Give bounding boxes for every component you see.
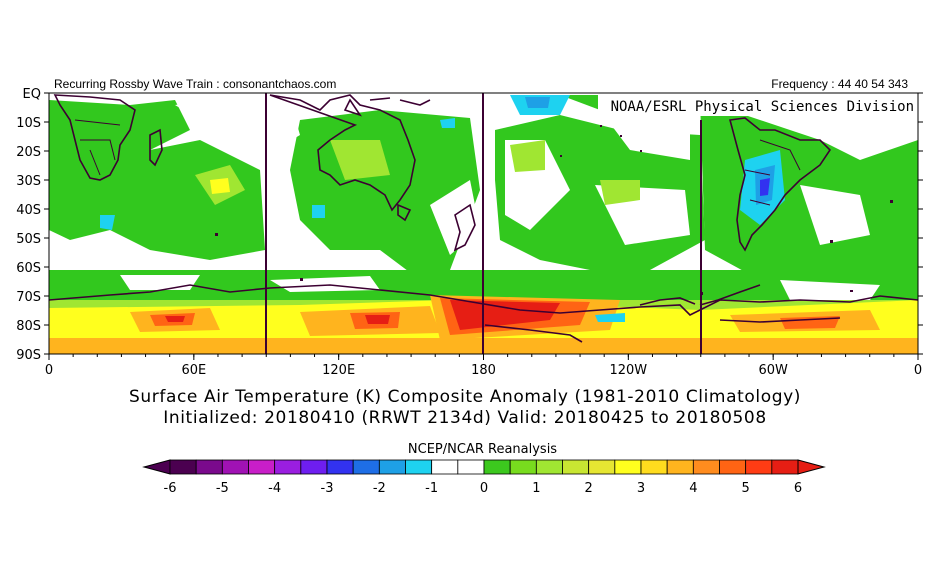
colorbar-swatch [300, 459, 328, 475]
colorbar-tick-label: -1 [425, 481, 438, 496]
lon-label: 60W [758, 363, 788, 378]
lat-label: 40S [16, 203, 41, 218]
colorbar-swatch [745, 459, 773, 475]
colorbar-swatch [169, 459, 197, 475]
colorbar-swatch [431, 459, 459, 475]
latitude-axis: EQ 10S 20S 30S 40S 50S 60S 70S 80S 90S [16, 87, 923, 363]
colorbar-swatch [666, 459, 694, 475]
colorbar-swatch [483, 459, 511, 475]
colorbar-tick-label: 3 [637, 481, 645, 496]
lat-label: 70S [16, 290, 41, 305]
meridian-lines [265, 93, 702, 354]
colorbar-tick-label: -6 [164, 481, 177, 496]
lon-label: 180 [471, 363, 496, 378]
lat-label: 90S [16, 348, 41, 363]
lon-label: 0 [914, 363, 922, 378]
colorbar-swatch [274, 459, 302, 475]
lon-label: 120W [609, 363, 647, 378]
colorbar-swatch [326, 459, 354, 475]
credit-text: NOAA/ESRL Physical Sciences Division [611, 99, 914, 115]
colorbar-tick-label: -4 [268, 481, 281, 496]
colorbar-tick-label: -5 [216, 481, 229, 496]
lon-label: 120E [322, 363, 355, 378]
anomaly-neutral [85, 100, 918, 330]
lat-label: 80S [16, 319, 41, 334]
chart-title: Surface Air Temperature (K) Composite An… [129, 387, 801, 407]
chart-subtitle: Initialized: 20180410 (RRWT 2134d) Valid… [163, 408, 767, 428]
lat-label: 10S [16, 116, 41, 131]
colorbar-swatch [248, 459, 276, 475]
lat-label: 30S [16, 174, 41, 189]
colorbar-swatch [640, 459, 668, 475]
lat-label: 20S [16, 145, 41, 160]
colorbar-tick-label: -2 [373, 481, 386, 496]
colorbar-swatch [771, 459, 799, 475]
colorbar-tick-label: 2 [585, 481, 593, 496]
colorbar-swatch [719, 459, 747, 475]
header-left-text: Recurring Rossby Wave Train : consonantc… [54, 77, 337, 91]
colorbar-swatch [221, 459, 249, 475]
colorbar-swatch [405, 459, 433, 475]
colorbar-swatch [457, 459, 485, 475]
colorbar-tick-label: 4 [689, 481, 697, 496]
colorbar-swatch [378, 459, 406, 475]
colorbar-tick-label: -3 [321, 481, 334, 496]
colorbar-swatch [588, 459, 616, 475]
colorbar-swatch [614, 459, 642, 475]
colorbar-swatch [509, 459, 537, 475]
colorbar-max-arrow [797, 459, 826, 475]
colorbar-tick-label: 5 [742, 481, 750, 496]
lon-label: 60E [181, 363, 206, 378]
colorbar: -6 -5 -4 -3 -2 -1 0 1 2 3 4 5 6 [142, 459, 826, 496]
colorbar-swatch [692, 459, 720, 475]
lat-label: 50S [16, 232, 41, 247]
colorbar-swatch [562, 459, 590, 475]
lon-label: 0 [45, 363, 53, 378]
longitude-axis: 0 60E 120E 180 120W 60W 0 [45, 354, 922, 378]
colorbar-tick-label: 1 [532, 481, 540, 496]
anomaly-positive-6k [165, 300, 560, 330]
colorbar-tick-label: 0 [480, 481, 488, 496]
anomaly-field [49, 93, 918, 354]
colorbar-swatch [352, 459, 380, 475]
credit-box [598, 94, 916, 116]
coastlines [49, 94, 918, 343]
colorbar-tick-label: 6 [794, 481, 802, 496]
colorbar-min-arrow [142, 459, 171, 475]
colorbar-swatch [195, 459, 223, 475]
lat-label: 60S [16, 261, 41, 276]
colorbar-title: NCEP/NCAR Reanalysis [407, 442, 558, 457]
lat-label: EQ [23, 87, 41, 102]
anomaly-negative-3k [760, 178, 770, 196]
colorbar-swatch [535, 459, 563, 475]
country-borders [74, 119, 801, 206]
header-frequency-text: Frequency : 44 40 54 343 [771, 77, 908, 91]
